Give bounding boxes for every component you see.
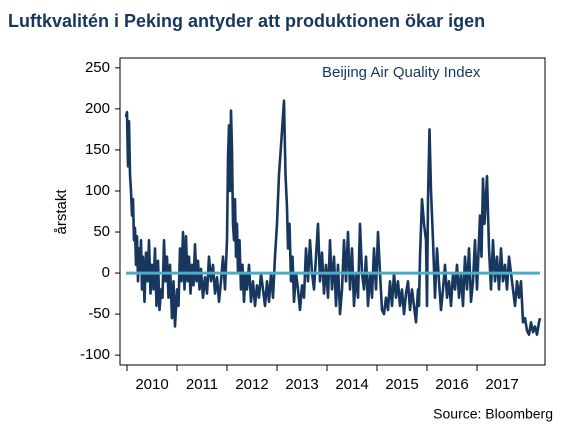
y-tick-label: 250: [85, 59, 110, 76]
x-tick-label: 2010: [135, 376, 168, 393]
x-tick-label: 2012: [235, 376, 268, 393]
y-axis-label: årstakt: [53, 189, 70, 235]
y-tick-label: -50: [88, 305, 110, 322]
y-tick-label: -100: [80, 346, 110, 363]
x-tick-label: 2017: [485, 376, 518, 393]
y-tick-label: 150: [85, 141, 110, 158]
y-tick-label: 50: [93, 223, 110, 240]
legend-label: Beijing Air Quality Index: [322, 64, 481, 81]
chart-title: Luftkvalitén i Peking antyder att produk…: [8, 11, 485, 31]
plot-frame: [119, 57, 546, 366]
x-tick-label: 2015: [385, 376, 418, 393]
x-tick-label: 2014: [335, 376, 368, 393]
x-tick-label: 2013: [285, 376, 318, 393]
y-tick-label: 0: [102, 264, 110, 281]
y-tick-label: 100: [85, 182, 110, 199]
data-line: [124, 99, 542, 336]
y-tick-label: 200: [85, 100, 110, 117]
source: Source: Bloomberg: [433, 406, 553, 422]
x-tick-label: 2016: [435, 376, 468, 393]
x-tick-label: 2011: [186, 376, 218, 393]
